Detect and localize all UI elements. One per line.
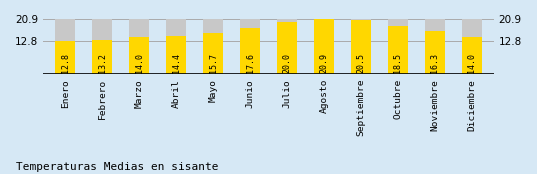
Bar: [314, 19, 334, 74]
Bar: [425, 31, 445, 74]
Bar: [166, 19, 186, 74]
Text: 14.0: 14.0: [467, 53, 476, 73]
Text: 12.8: 12.8: [61, 53, 70, 73]
Text: 18.5: 18.5: [393, 53, 402, 73]
Bar: [203, 19, 223, 74]
Bar: [462, 19, 482, 74]
Bar: [166, 36, 186, 74]
Text: Temperaturas Medias en sisante: Temperaturas Medias en sisante: [16, 162, 219, 172]
Bar: [240, 28, 260, 74]
Text: 17.6: 17.6: [245, 53, 255, 73]
Bar: [55, 19, 75, 74]
Bar: [388, 19, 408, 74]
Bar: [203, 33, 223, 74]
Text: 20.9: 20.9: [320, 53, 329, 73]
Text: 16.3: 16.3: [430, 53, 439, 73]
Bar: [314, 19, 334, 74]
Bar: [129, 19, 149, 74]
Text: 14.0: 14.0: [135, 53, 144, 73]
Bar: [388, 26, 408, 74]
Bar: [240, 19, 260, 74]
Text: 20.5: 20.5: [357, 53, 365, 73]
Text: 13.2: 13.2: [98, 53, 107, 73]
Bar: [92, 39, 112, 74]
Bar: [277, 22, 297, 74]
Bar: [351, 19, 371, 74]
Bar: [462, 37, 482, 74]
Bar: [92, 19, 112, 74]
Text: 20.0: 20.0: [282, 53, 292, 73]
Text: 14.4: 14.4: [172, 53, 180, 73]
Text: 15.7: 15.7: [208, 53, 217, 73]
Bar: [55, 41, 75, 74]
Bar: [129, 37, 149, 74]
Bar: [425, 19, 445, 74]
Bar: [351, 20, 371, 74]
Bar: [277, 19, 297, 74]
